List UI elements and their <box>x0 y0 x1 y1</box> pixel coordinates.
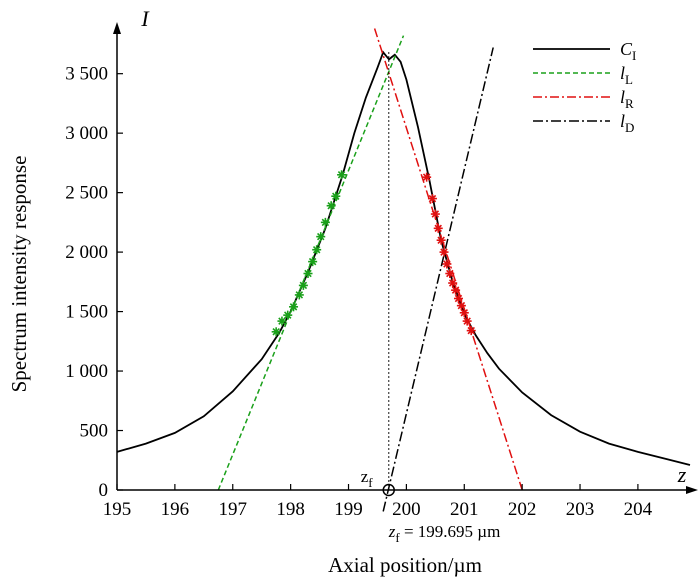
marker-right <box>456 301 466 311</box>
y-tick-label: 1 500 <box>65 302 108 323</box>
y-tick-label: 2 500 <box>65 183 108 204</box>
x-tick-label: 202 <box>508 499 537 520</box>
x-tick-label: 199 <box>334 499 363 520</box>
marker-right <box>462 316 472 326</box>
x-tick-label: 196 <box>161 499 190 520</box>
legend-label-lD: lD <box>620 111 634 135</box>
y-tick-label: 0 <box>99 480 109 501</box>
x-tick-label: 203 <box>566 499 595 520</box>
focus-annotation: zf = 199.695 µm <box>388 522 501 545</box>
marker-left <box>326 201 336 211</box>
marker-left <box>312 245 322 255</box>
marker-right <box>422 172 432 182</box>
axes: 195 196 197 198 199 200 201 202 203 204 0 500 1 000 1… <box>7 6 698 577</box>
x-axis-title: Axial position/µm <box>328 553 482 577</box>
y-axis-arrow <box>113 22 121 34</box>
marker-left <box>316 232 326 242</box>
series-line-lR <box>373 28 523 491</box>
x-tick-label: 200 <box>392 499 421 520</box>
x-tick-label: 204 <box>624 499 653 520</box>
y-axis-letter: I <box>140 6 150 31</box>
y-axis-title: Spectrum intensity response <box>7 156 31 393</box>
legend-label-CI: CI <box>620 39 636 63</box>
series-line-lD <box>382 47 494 512</box>
marker-left <box>289 302 299 312</box>
y-tick-label: 3 000 <box>65 123 108 144</box>
x-axis-arrow <box>686 486 698 494</box>
y-tick-label: 500 <box>80 421 109 442</box>
marker-left <box>308 257 318 267</box>
focus-label: zf <box>361 467 374 490</box>
legend-label-lR: lR <box>620 87 634 111</box>
marker-left <box>337 170 347 180</box>
y-tick-label: 2 000 <box>65 242 108 263</box>
x-axis-letter: z <box>677 462 687 487</box>
x-tick-label: 195 <box>103 499 132 520</box>
marker-right <box>451 285 461 295</box>
x-tick-label: 197 <box>219 499 248 520</box>
annotations: zf zf = 199.695 µm <box>361 467 501 545</box>
marker-left <box>320 217 330 227</box>
legend-label-lL: lL <box>620 63 633 87</box>
series-line-CI <box>116 50 691 466</box>
marker-right <box>433 223 443 233</box>
x-tick-label: 198 <box>276 499 305 520</box>
marker-right <box>445 269 455 279</box>
marker-right <box>436 235 446 245</box>
marker-right <box>442 259 452 269</box>
marker-left <box>271 327 281 337</box>
marker-right <box>466 326 476 336</box>
marker-right <box>430 209 440 219</box>
marker-left <box>303 269 313 279</box>
y-tick-label: 1 000 <box>65 361 108 382</box>
marker-left <box>283 310 293 320</box>
marker-right <box>439 247 449 257</box>
marker-left <box>331 191 341 201</box>
marker-right <box>453 293 463 303</box>
plot-area <box>116 28 691 512</box>
series-line-lL <box>217 35 405 491</box>
marker-left <box>277 316 287 326</box>
marker-left <box>298 280 308 290</box>
marker-left <box>294 290 304 300</box>
x-tick-label: 201 <box>450 499 479 520</box>
marker-right <box>427 194 437 204</box>
marker-right <box>448 278 458 288</box>
y-tick-label: 3 500 <box>65 64 108 85</box>
marker-right <box>459 308 469 318</box>
